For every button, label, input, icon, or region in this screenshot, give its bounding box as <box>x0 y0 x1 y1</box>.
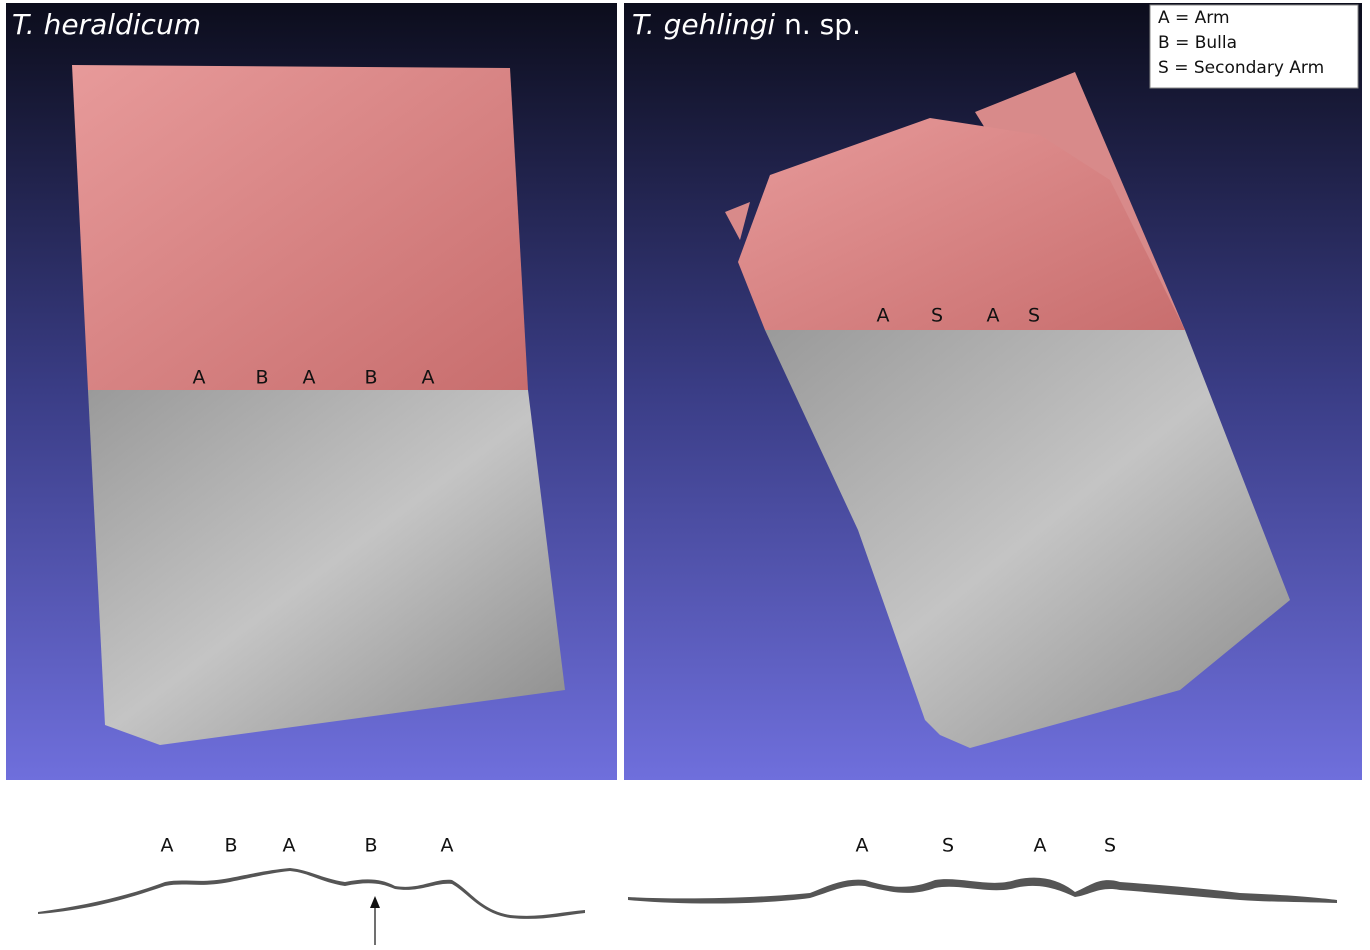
scan-label: A <box>422 367 435 389</box>
scan-label: A <box>877 305 890 327</box>
legend-box <box>1149 4 1359 89</box>
panel-title: T. heraldicum <box>12 8 201 41</box>
panel-title: T. gehlingi n. sp. <box>632 8 861 41</box>
legend-entry: B = Bulla <box>1158 33 1237 53</box>
scan-label: A <box>303 367 316 389</box>
scan-label: S <box>931 305 943 327</box>
scan-upper <box>72 65 528 390</box>
arrow-head <box>370 896 380 908</box>
legend-entry: A = Arm <box>1158 8 1230 28</box>
scan-label: A <box>193 367 206 389</box>
scan-lower <box>765 330 1290 748</box>
scan-label: A <box>987 305 1000 327</box>
profile-label: S <box>942 835 954 857</box>
profile <box>38 868 585 919</box>
profile-label: A <box>441 835 454 857</box>
scan-label: S <box>1028 305 1040 327</box>
profile-label: S <box>1104 835 1116 857</box>
scan-label: B <box>364 367 377 389</box>
scan-label: B <box>255 367 268 389</box>
scan-fragment <box>725 202 750 240</box>
profile-label: A <box>161 835 174 857</box>
profile-label: A <box>1034 835 1047 857</box>
scan-upper <box>738 118 1185 330</box>
profile <box>628 877 1337 904</box>
legend-entry: S = Secondary Arm <box>1158 58 1324 78</box>
profile-label: B <box>364 835 377 857</box>
profile-label: A <box>283 835 296 857</box>
profile-label: B <box>224 835 237 857</box>
scan-lower <box>88 390 565 745</box>
profile-label: A <box>856 835 869 857</box>
labels: A B A B A A B A B A A S A S A S A S <box>161 305 1117 857</box>
